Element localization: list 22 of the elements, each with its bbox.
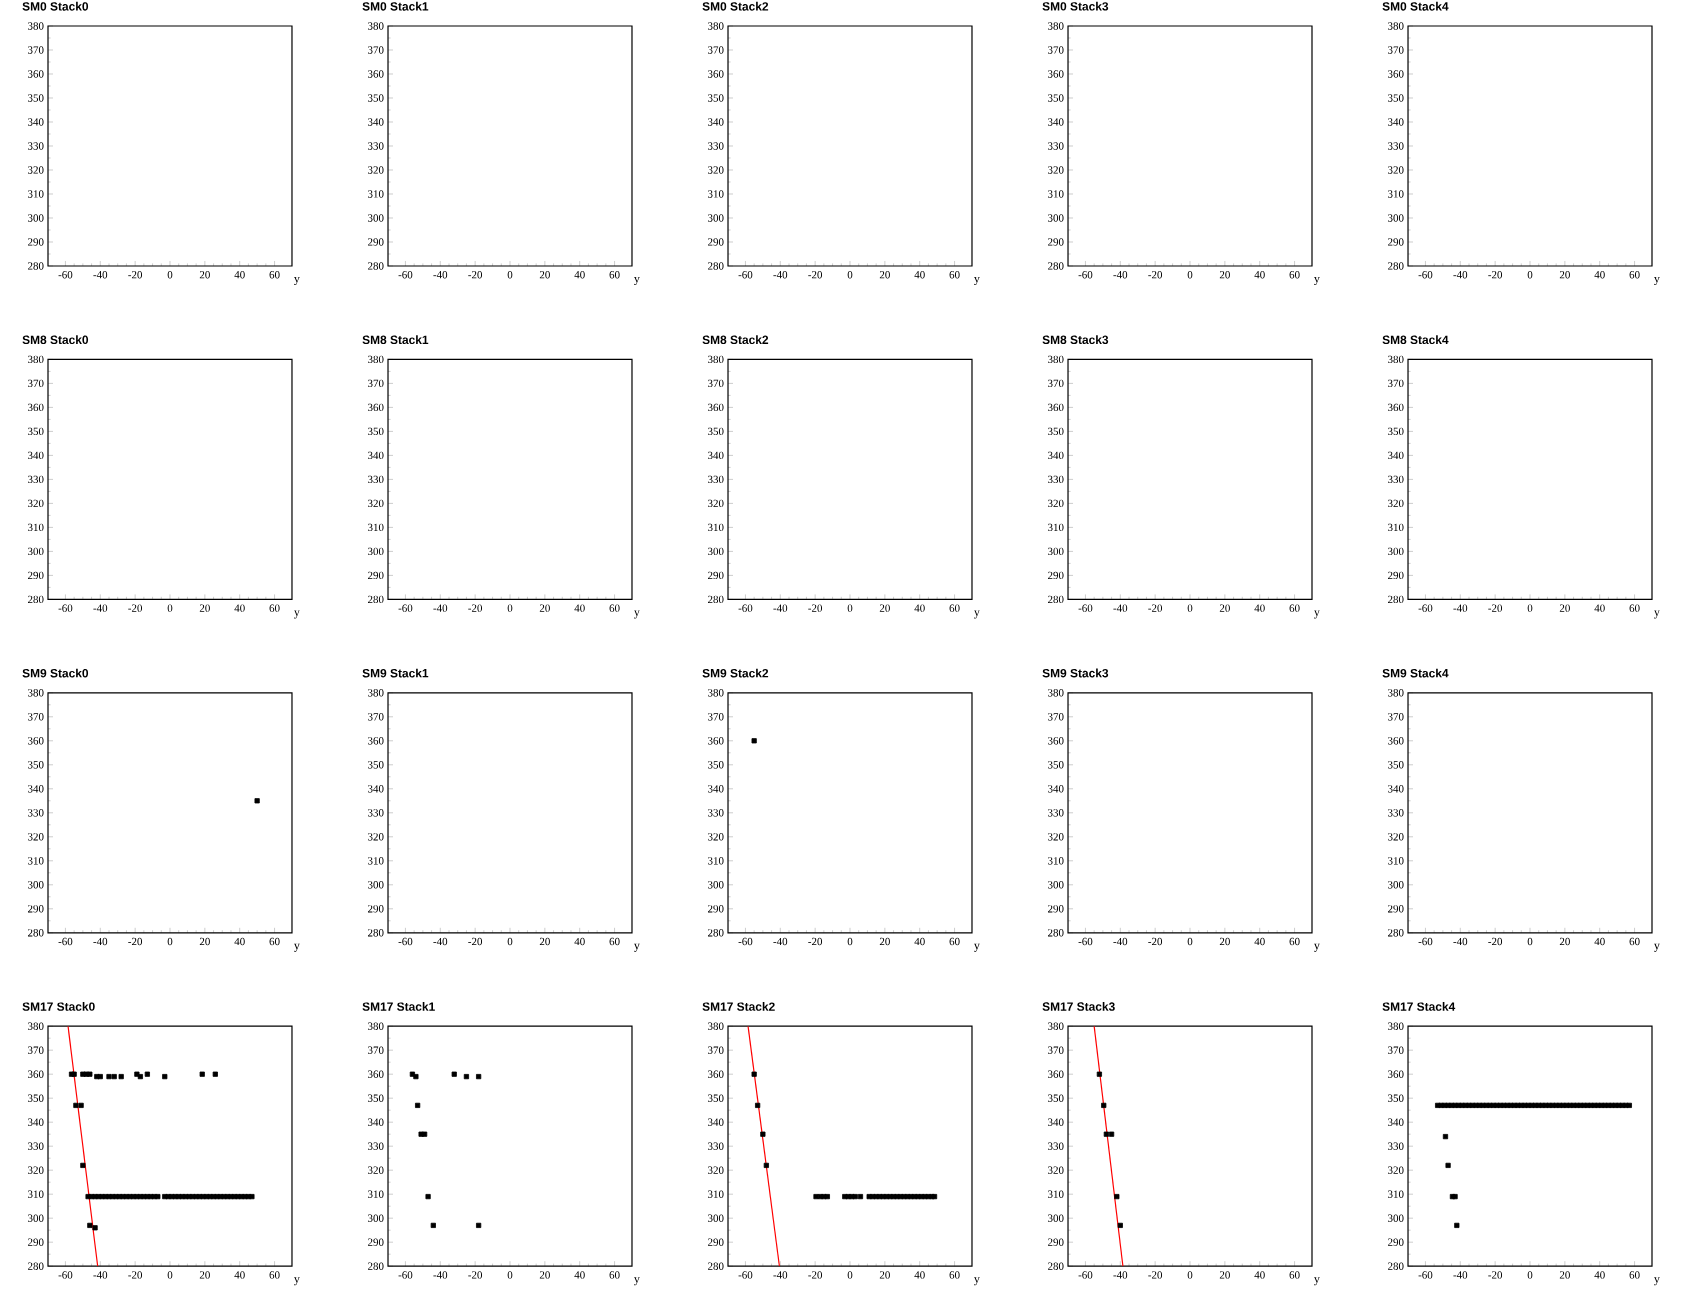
point — [1114, 1194, 1120, 1200]
point — [1096, 1071, 1102, 1077]
point — [451, 1071, 457, 1077]
point — [415, 1102, 421, 1108]
point — [763, 1162, 769, 1168]
point — [425, 1194, 431, 1200]
point — [476, 1074, 482, 1080]
point — [1101, 1102, 1107, 1108]
point — [422, 1131, 428, 1137]
point — [409, 1071, 415, 1077]
point — [857, 1194, 864, 1200]
point — [430, 1222, 436, 1228]
point — [463, 1074, 470, 1080]
point — [476, 1222, 482, 1228]
point — [751, 1071, 757, 1077]
point — [760, 1131, 766, 1137]
point — [418, 1131, 424, 1137]
point — [413, 1074, 419, 1080]
point — [755, 1102, 761, 1108]
point — [1103, 1131, 1109, 1137]
point — [1108, 1131, 1115, 1137]
point — [1117, 1222, 1123, 1228]
